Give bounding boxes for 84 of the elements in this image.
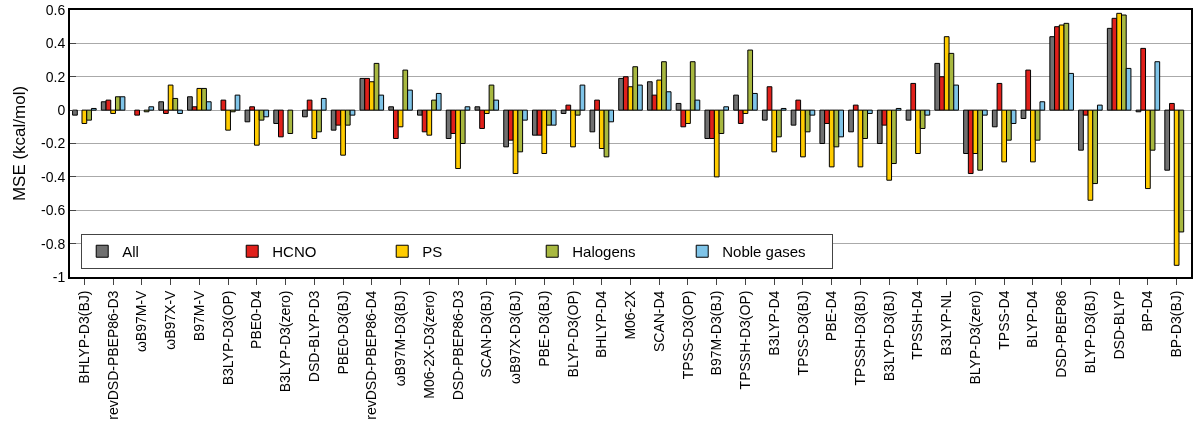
x-tick-label: ωB97M-D3(BJ) — [392, 290, 409, 387]
x-tick-label: PBE-D3(BJ) — [535, 290, 552, 367]
bar — [531, 109, 538, 136]
bar — [1063, 22, 1070, 111]
x-tick-label: B97M-V — [190, 289, 207, 342]
legend-label: PS — [422, 243, 443, 261]
x-tick-label: revDSD-PBEP86-D3 — [104, 290, 121, 420]
x-tick-label: TPSS-D3(BJ) — [794, 290, 811, 376]
bar — [819, 109, 826, 144]
bar — [1087, 109, 1094, 201]
x-tick-label: B3LYP-D3(zero) — [277, 290, 294, 393]
bar — [148, 106, 155, 111]
bar — [713, 109, 720, 178]
bar — [187, 96, 193, 111]
x-tick-label: DSD-PBEP86-D3 — [449, 290, 466, 401]
legend-label: HCNO — [272, 243, 317, 261]
x-tick-label: BLYP-D4 — [1024, 290, 1041, 348]
bar — [373, 62, 380, 111]
y-axis-title: MSE (kcal/mol) — [10, 85, 29, 202]
bar — [488, 84, 495, 111]
bar — [503, 109, 509, 148]
x-tick-label: BLYP-D3(zero) — [966, 290, 983, 385]
bar — [646, 81, 653, 111]
bar — [105, 99, 112, 111]
x-tick-label: B3LYP-D4 — [765, 290, 782, 356]
x-tick-label: DSD-PBEP86 — [1053, 290, 1070, 378]
bar — [550, 109, 557, 126]
bar — [541, 109, 548, 155]
bar — [263, 109, 270, 118]
legend-label: Noble gases — [722, 243, 806, 261]
bar — [81, 109, 88, 124]
bar — [287, 109, 294, 134]
x-tick-label: ωB97M-V — [133, 289, 150, 353]
y-tick-label: -1 — [52, 268, 66, 285]
y-tick-label: -0.4 — [41, 168, 66, 185]
x-tick-label: BP-D3(BJ) — [1168, 290, 1185, 358]
x-tick-label: TPSSH-D4 — [909, 290, 926, 360]
y-tick-label: 0.4 — [45, 35, 66, 52]
x-tick-label: PBE0-D4 — [248, 290, 265, 349]
bar — [234, 94, 241, 111]
x-tick-label: B3LYP-D3(BJ) — [880, 290, 897, 382]
bar — [876, 109, 883, 144]
bar — [134, 109, 140, 116]
x-tick-label: DSD-BLYP — [1110, 290, 1127, 360]
y-tick-label: -0.6 — [41, 202, 66, 219]
x-tick-label: M06-2X — [622, 289, 639, 340]
y-tick-label: -0.2 — [41, 135, 66, 152]
x-tick-label: SCAN-D4 — [650, 290, 667, 353]
bar — [119, 96, 126, 111]
x-tick-label: SCAN-D3(BJ) — [478, 290, 495, 378]
bar — [603, 109, 610, 158]
x-tick-label: B97M-D3(BJ) — [708, 290, 725, 376]
x-tick-label: BLYP-D3(BJ) — [1081, 290, 1098, 374]
legend-label: All — [122, 243, 139, 261]
x-tick-label: TPSSH-D3(BJ) — [852, 290, 868, 386]
x-tick-label: PBE-D4 — [823, 290, 840, 342]
x-tick-label: PBE0-D3(BJ) — [334, 290, 351, 375]
bar — [704, 109, 711, 139]
bar — [934, 62, 941, 111]
bar — [167, 84, 174, 111]
x-tick-label: BHLYP-D4 — [593, 290, 610, 359]
y-tick-label: -0.8 — [41, 235, 66, 252]
bar — [1078, 109, 1084, 151]
x-tick-label: BP-D4 — [1139, 290, 1156, 332]
x-tick-label: BHLYP-D3(BJ) — [75, 290, 92, 384]
x-tick-label: TPSS-D4 — [995, 290, 1012, 350]
x-tick-label: M06-2X-D3(zero) — [420, 290, 437, 399]
legend-label: Halogens — [572, 243, 636, 261]
x-tick-label: TPSSH-D3(OP) — [737, 290, 754, 390]
x-tick-label: DSD-BLYP-D3 — [305, 290, 322, 383]
x-tick-label: ωB97X-D3(BJ) — [507, 290, 524, 385]
x-tick-label: ωB97X-V — [162, 289, 179, 350]
bar — [435, 92, 442, 111]
y-tick-label: 0.6 — [45, 1, 66, 18]
bar — [244, 109, 251, 123]
bar — [72, 109, 78, 116]
y-tick-label: 0.2 — [45, 68, 66, 85]
x-tick-label: BLYP-D3(OP) — [564, 290, 581, 378]
y-tick-label: 0 — [57, 102, 66, 119]
x-tick-label: B3LYP-NL — [938, 290, 955, 356]
x-tick-label: revDSD-PBEP86-D4 — [363, 290, 380, 420]
bar — [158, 101, 165, 111]
x-tick-label: B3LYP-D3(OP) — [219, 290, 236, 386]
x-tick-label: TPSS-D3(OP) — [679, 290, 696, 380]
